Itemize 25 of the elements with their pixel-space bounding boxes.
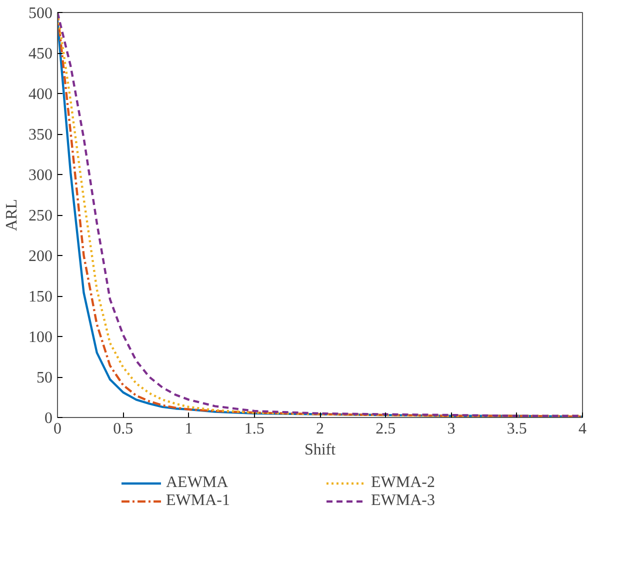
legend-label: EWMA-1 xyxy=(166,492,231,510)
y-tick-label: 300 xyxy=(28,167,52,184)
y-tick-label: 50 xyxy=(36,370,52,386)
y-axis-title: ARL xyxy=(4,199,20,231)
legend-label: AEWMA xyxy=(166,474,230,492)
y-tick-label: 400 xyxy=(28,86,52,103)
y-tick-label: 450 xyxy=(28,46,52,62)
x-tick-label: 1.5 xyxy=(244,420,264,438)
x-axis-title: Shift xyxy=(304,442,336,458)
y-tick-label: 200 xyxy=(28,248,52,265)
x-tick-label: 3.5 xyxy=(506,420,527,438)
y-tick-label: 150 xyxy=(28,288,52,306)
x-tick-label: 1 xyxy=(184,420,193,438)
x-tick-label: 2 xyxy=(316,420,324,438)
legend-label: EWMA-3 xyxy=(371,492,436,510)
legend-label: EWMA-2 xyxy=(371,474,436,492)
y-tick-label: 350 xyxy=(28,126,52,144)
y-tick-label: 100 xyxy=(28,329,52,346)
y-tick-label: 250 xyxy=(28,208,52,224)
y-tick-label: 0 xyxy=(44,410,52,427)
x-tick-label: 0.5 xyxy=(113,420,134,438)
x-tick-label: 4 xyxy=(578,420,586,438)
x-tick-label: 3 xyxy=(447,420,456,438)
y-tick-label: 500 xyxy=(28,5,52,22)
x-tick-label: 2.5 xyxy=(376,420,396,438)
